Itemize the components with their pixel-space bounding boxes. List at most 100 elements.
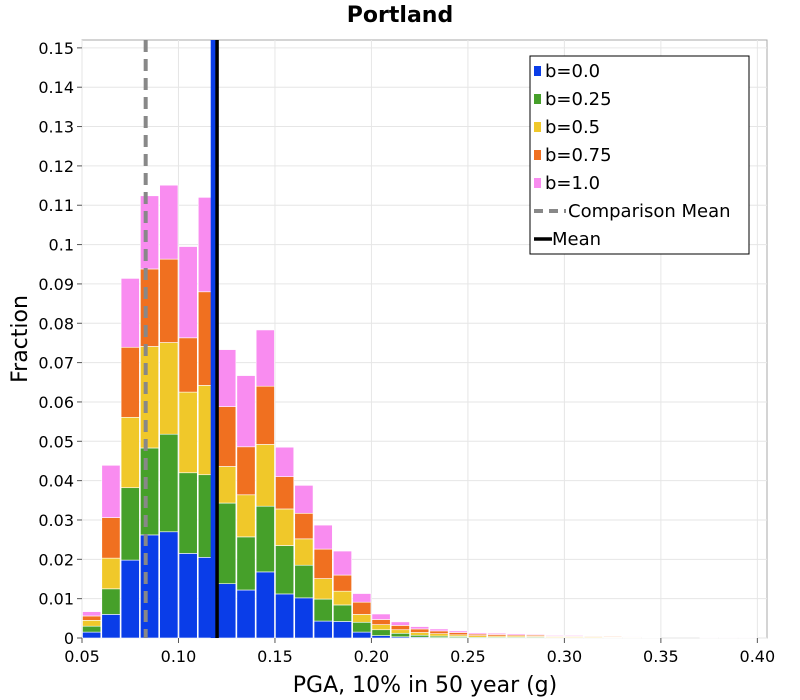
legend-label: Comparison Mean xyxy=(568,201,731,222)
x-tick-label: 0.30 xyxy=(547,647,583,666)
legend-label: b=0.75 xyxy=(545,145,612,166)
bar-segment xyxy=(178,337,198,393)
bar-segment xyxy=(159,258,179,343)
bar-segment xyxy=(140,268,159,347)
legend-label: b=0.25 xyxy=(545,89,612,110)
y-tick-label: 0.01 xyxy=(38,590,74,609)
legend-box xyxy=(529,55,750,255)
bar-segment xyxy=(333,574,352,592)
x-tick-label: 0.25 xyxy=(450,647,486,666)
bar-segment xyxy=(275,545,295,595)
y-tick-label: 0.11 xyxy=(38,196,74,215)
bar-segment xyxy=(448,630,468,633)
bar-segment xyxy=(313,620,333,639)
bar-segment xyxy=(390,629,410,634)
y-tick-label: 0.15 xyxy=(38,39,74,58)
bar-segment xyxy=(236,589,256,639)
y-tick-label: 0.08 xyxy=(38,314,74,333)
bar-segment xyxy=(429,628,449,632)
y-tick-label: 0.03 xyxy=(38,511,74,530)
bar-segment xyxy=(487,632,507,635)
bar-segment xyxy=(120,346,140,418)
y-tick-label: 0 xyxy=(64,629,74,648)
y-tick-label: 0.05 xyxy=(38,432,74,451)
legend-swatch xyxy=(534,178,541,188)
x-tick-label: 0.20 xyxy=(354,647,390,666)
bar-segment xyxy=(178,391,198,474)
bar-segment xyxy=(313,524,333,550)
bar-segment xyxy=(526,634,545,636)
bar-segment xyxy=(217,502,237,585)
x-axis-label: PGA, 10% in 50 year (g) xyxy=(293,673,557,698)
bar-segment xyxy=(333,604,352,622)
legend-swatch xyxy=(534,122,541,132)
bar-segment xyxy=(178,246,198,339)
bar-segment xyxy=(159,342,179,435)
bar-segment xyxy=(545,634,565,637)
bar-segment xyxy=(255,444,275,507)
bar-segment xyxy=(333,590,352,606)
bar-segment xyxy=(371,624,391,631)
bar-segment xyxy=(275,593,295,639)
bar-segment xyxy=(82,615,102,621)
bar-segment xyxy=(217,583,237,639)
bar-segment xyxy=(333,550,352,576)
bar-segment xyxy=(236,536,256,591)
y-tick-label: 0.13 xyxy=(38,118,74,137)
y-tick-label: 0.09 xyxy=(38,275,74,294)
bar-segment xyxy=(506,633,526,636)
bar-segment xyxy=(275,508,295,546)
bar-segment xyxy=(101,614,121,639)
bar-segment xyxy=(371,619,391,625)
bar-segment xyxy=(352,601,372,615)
bar-segment xyxy=(120,559,140,639)
bar-segment xyxy=(371,613,391,620)
bar-segment xyxy=(101,517,121,559)
legend-swatch xyxy=(534,94,541,104)
bar-segment xyxy=(159,531,179,639)
x-axis-ticks: 0.05 0.10 0.15 0.20 0.25 0.30 0.35 0.40 xyxy=(64,638,775,666)
bar-segment xyxy=(178,553,198,639)
x-tick-label: 0.35 xyxy=(643,647,679,666)
bar-segment xyxy=(140,447,159,536)
bar-segment xyxy=(120,416,140,489)
bar-segment xyxy=(390,632,410,638)
bar-segment xyxy=(159,184,179,260)
bar-segment xyxy=(294,538,314,566)
bar-segment xyxy=(217,406,237,467)
bar-segment xyxy=(371,635,391,639)
x-tick-label: 0.40 xyxy=(740,647,776,666)
bar-segment xyxy=(468,632,488,635)
bar-segment xyxy=(101,588,121,615)
bar-segment xyxy=(564,634,584,637)
legend-label: Mean xyxy=(552,229,601,250)
bar-segment xyxy=(352,631,372,639)
bar-segment xyxy=(390,621,410,626)
y-tick-label: 0.02 xyxy=(38,550,74,569)
bar-segment xyxy=(294,597,314,639)
legend-swatch xyxy=(534,66,541,76)
bar-segment xyxy=(390,625,410,631)
y-tick-label: 0.12 xyxy=(38,157,74,176)
x-tick-label: 0.10 xyxy=(161,647,197,666)
bar-segment xyxy=(410,626,430,630)
bar-segment xyxy=(333,621,352,639)
bar-segment xyxy=(352,614,372,623)
bar-segment xyxy=(178,472,198,554)
y-axis-label: Fraction xyxy=(8,295,33,383)
bar-segment xyxy=(82,611,102,617)
legend-swatch xyxy=(534,150,541,160)
bar-segment xyxy=(217,349,237,407)
bar-segment xyxy=(140,346,159,449)
bar-segment xyxy=(82,625,102,633)
bar-segment xyxy=(255,385,275,445)
bar-segment xyxy=(371,629,391,636)
bar-segment xyxy=(410,632,430,636)
mean-lines xyxy=(143,40,219,638)
bar-segment xyxy=(159,433,179,533)
bar-segment xyxy=(313,578,333,600)
y-tick-label: 0.04 xyxy=(38,472,74,491)
bar-segment xyxy=(352,593,372,603)
bar-segment xyxy=(313,548,333,579)
